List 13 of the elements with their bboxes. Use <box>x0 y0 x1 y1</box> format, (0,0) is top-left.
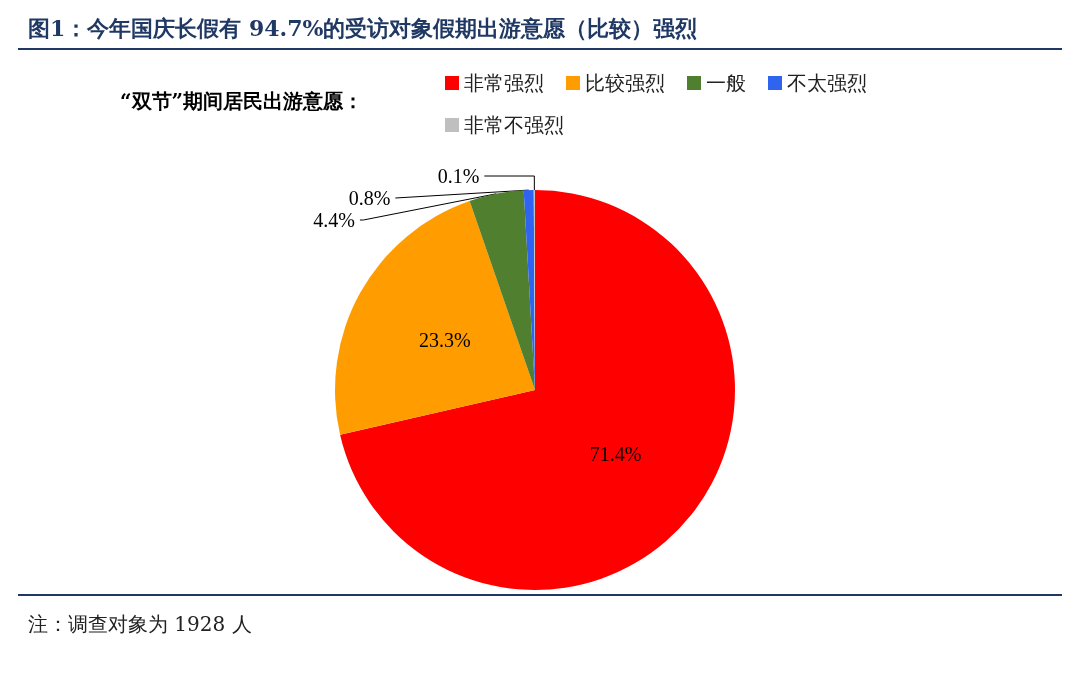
legend-label: 一般 <box>706 71 746 95</box>
data-label: 0.8% <box>348 187 391 209</box>
legend-label: 非常不强烈 <box>464 113 564 137</box>
text: 注：调查对象为 1928 人 <box>28 611 252 638</box>
chart-title: 图1：今年国庆长假有 94.7%的受访对象假期出游意愿（比较）强烈 <box>28 14 698 43</box>
legend-label: 不太强烈 <box>787 71 867 95</box>
data-label: 71.4% <box>589 443 642 466</box>
legend-label: 非常强烈 <box>464 71 544 95</box>
legend-label: 比较强烈 <box>585 71 665 95</box>
legend-title: “双节”期间居民出游意愿： <box>120 89 364 113</box>
data-label: 4.4% <box>313 209 355 231</box>
data-label: 23.3% <box>419 329 471 352</box>
data-label: 0.1% <box>437 165 480 187</box>
